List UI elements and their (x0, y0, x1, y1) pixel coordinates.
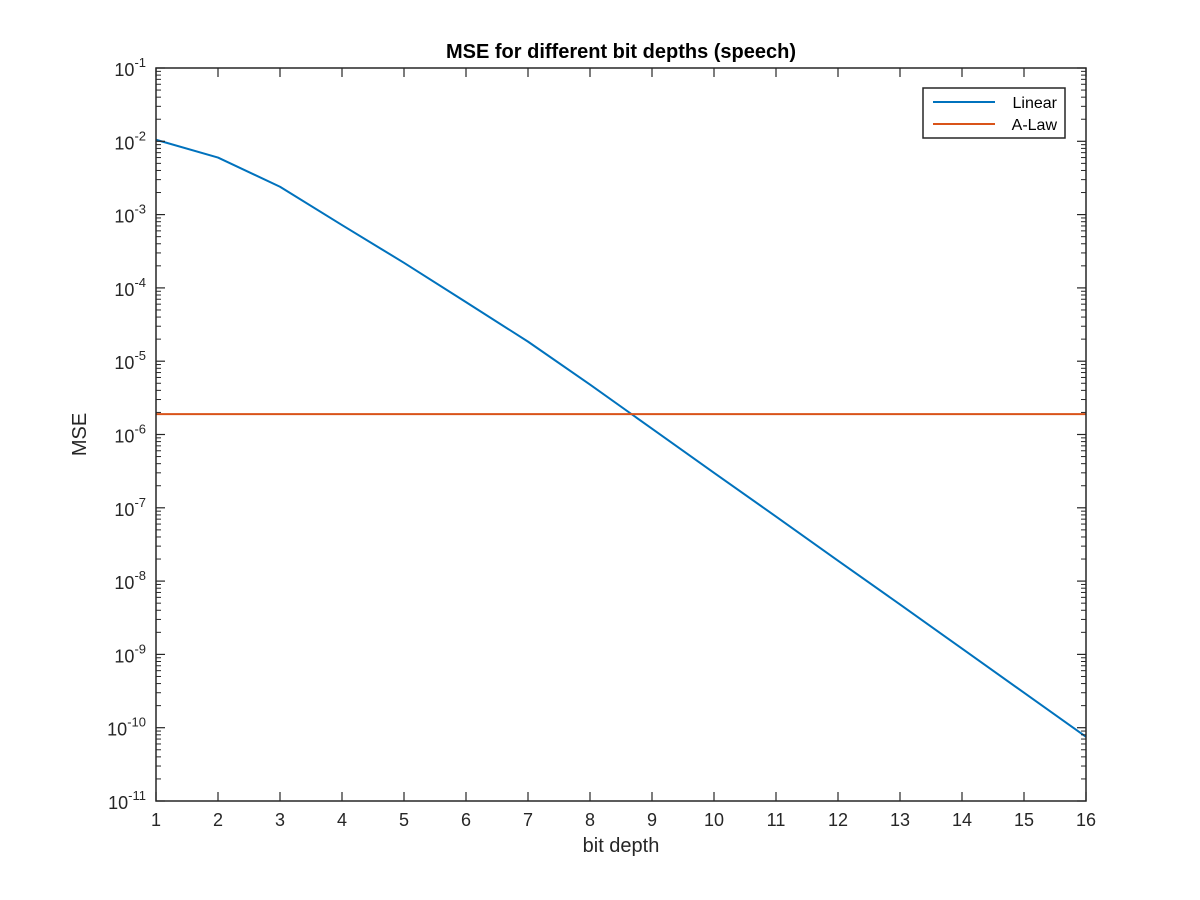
y-tick-label: 10-7 (114, 495, 146, 520)
y-tick-exponent: -10 (127, 715, 146, 730)
legend-label: A-Law (1012, 117, 1058, 134)
x-tick-label: 16 (1076, 810, 1096, 830)
y-tick-exponent: -8 (134, 568, 146, 583)
series-group (155, 138, 1087, 738)
y-tick-exponent: -9 (134, 641, 146, 656)
x-tick-label: 3 (275, 810, 285, 830)
x-tick-label: 1 (151, 810, 161, 830)
x-tick-label: 14 (952, 810, 972, 830)
y-tick-label: 10-2 (114, 128, 146, 153)
y-tick-exponent: -6 (134, 422, 146, 437)
y-tick-label: 10-1 (114, 55, 146, 80)
x-axis-label: bit depth (583, 835, 660, 857)
y-tick-exponent: -5 (134, 348, 146, 363)
legend-label: Linear (1013, 95, 1058, 112)
y-tick-label: 10-5 (114, 348, 146, 373)
y-tick-label: 10-6 (114, 422, 146, 447)
x-tick-label: 13 (890, 810, 910, 830)
chart-title: MSE for different bit depths (speech) (446, 41, 796, 63)
x-tick-label: 6 (461, 810, 471, 830)
y-tick-label: 10-8 (114, 568, 146, 593)
y-tick-label: 10-10 (107, 715, 146, 740)
y-axis-label: MSE (69, 413, 91, 456)
y-tick-base: 10 (114, 133, 134, 153)
y-tick-base: 10 (114, 646, 134, 666)
legend: Linear A-Law (922, 87, 1066, 139)
axes-box (155, 67, 1087, 802)
y-tick-base: 10 (114, 280, 134, 300)
y-tick-exponent: -2 (134, 128, 146, 143)
y-tick-exponent: -3 (134, 202, 146, 217)
x-tick-label: 2 (213, 810, 223, 830)
y-tick-label: 10-4 (114, 275, 146, 300)
y-tick-exponent: -7 (134, 495, 146, 510)
x-tick-label: 7 (523, 810, 533, 830)
series-line-linear (155, 138, 1087, 738)
y-tick-exponent: -11 (128, 788, 146, 803)
x-tick-label: 4 (337, 810, 347, 830)
y-tick-exponent: -4 (134, 275, 146, 290)
legend-box (922, 87, 1066, 139)
x-tick-label: 8 (585, 810, 595, 830)
y-tick-base: 10 (114, 353, 134, 373)
x-tick-label: 15 (1014, 810, 1034, 830)
y-tick-exponent: -1 (134, 55, 146, 70)
x-tick-label: 10 (704, 810, 724, 830)
x-tick-label: 9 (647, 810, 657, 830)
y-tick-label: 10-3 (114, 202, 146, 227)
x-tick-label: 11 (767, 810, 786, 830)
y-tick-label: 10-9 (114, 641, 146, 666)
y-tick-base: 10 (114, 427, 134, 447)
y-tick-base: 10 (114, 207, 134, 227)
x-tick-label: 5 (399, 810, 409, 830)
y-tick-base: 10 (114, 60, 134, 80)
x-tick-label: 12 (828, 810, 848, 830)
y-tick-base: 10 (114, 500, 134, 520)
y-tick-base: 10 (114, 573, 134, 593)
y-tick-base: 10 (108, 793, 128, 813)
axis-ticks: 1 2 3 4 5 6 7 8 9 10 11 12 13 14 15 1610-110-210-310-41… (107, 55, 1096, 830)
y-tick-base: 10 (107, 720, 127, 740)
y-tick-label: 10-11 (108, 788, 146, 813)
